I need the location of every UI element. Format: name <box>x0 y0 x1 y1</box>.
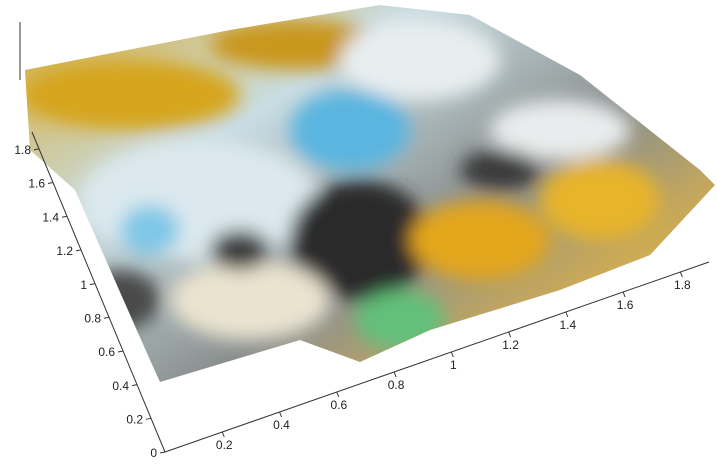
x-tick-label: 0.2 <box>216 438 233 452</box>
x-tick-label: 1.4 <box>559 318 576 332</box>
x-tick <box>450 351 454 358</box>
y-tick <box>89 283 96 286</box>
y-tick <box>103 316 110 319</box>
x-tick <box>279 411 282 418</box>
y-tick-label: 1.2 <box>56 244 73 258</box>
y-tick <box>131 384 138 387</box>
x-tick-label: 1 <box>450 358 457 372</box>
x-tick <box>622 291 626 298</box>
y-tick <box>145 417 152 420</box>
y-tick <box>33 148 40 151</box>
y-tick-label: 0.2 <box>126 412 143 426</box>
x-tick <box>679 271 683 278</box>
x-tick-label: 0.8 <box>388 378 405 392</box>
y-tick <box>61 215 68 218</box>
x-axis <box>164 261 710 453</box>
y-tick <box>47 182 54 185</box>
y-tick <box>117 350 124 353</box>
x-tick-label: 1.2 <box>502 338 519 352</box>
x-tick <box>221 431 225 438</box>
x-tick <box>565 311 569 318</box>
x-tick <box>336 391 340 398</box>
y-tick <box>75 249 82 252</box>
x-tick-label: 1.6 <box>617 298 634 312</box>
x-tick <box>508 331 512 338</box>
y-tick-label: 0.6 <box>98 345 115 359</box>
x-tick-label: 0.6 <box>330 398 347 412</box>
y-tick-label: 1.8 <box>14 143 31 157</box>
y-tick <box>159 451 166 454</box>
y-tick-label: 0.4 <box>112 379 129 393</box>
x-tick-label: 1.8 <box>674 278 691 292</box>
y-tick-label: 0 <box>150 446 157 460</box>
y-tick-label: 1 <box>80 278 87 292</box>
x-tick <box>393 371 397 378</box>
x-tick-label: 0.4 <box>273 418 290 432</box>
y-tick-label: 0.8 <box>84 311 101 325</box>
y-tick-label: 1.6 <box>28 177 45 191</box>
y-tick-label: 1.4 <box>42 210 59 224</box>
y-axis <box>31 131 166 453</box>
